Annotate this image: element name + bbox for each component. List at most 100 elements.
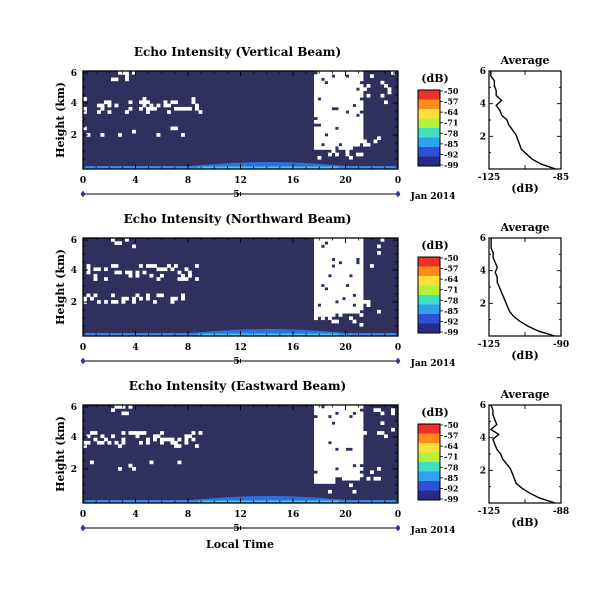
- profile-x-label: (dB): [511, 349, 538, 362]
- surface-echo-core: [90, 166, 94, 169]
- missing-cell: [331, 126, 336, 131]
- missing-cell: [118, 133, 122, 137]
- missing-cell: [349, 136, 353, 140]
- missing-cell: [349, 103, 353, 108]
- missing-cell: [139, 431, 143, 435]
- surface-echo-core: [205, 333, 210, 336]
- missing-cell: [321, 100, 325, 105]
- surface-echo-core: [394, 500, 399, 503]
- surface-echo-core: [156, 333, 161, 336]
- missing-cell: [317, 300, 322, 304]
- surface-echo-core: [135, 333, 140, 336]
- missing-cell: [324, 463, 329, 468]
- missing-cell: [363, 431, 367, 435]
- missing-cell: [317, 116, 322, 121]
- surface-echo-core: [282, 333, 287, 336]
- missing-cell: [335, 454, 339, 458]
- missing-cell: [317, 470, 322, 474]
- missing-cell: [338, 77, 343, 82]
- surface-echo-core: [156, 166, 161, 169]
- missing-cell: [324, 93, 329, 98]
- missing-cell: [352, 319, 357, 324]
- missing-cell: [328, 424, 332, 429]
- missing-cell: [83, 106, 87, 111]
- missing-cell: [352, 241, 357, 245]
- missing-cell: [181, 277, 185, 281]
- surface-echo: [307, 497, 311, 503]
- missing-cell: [321, 264, 325, 268]
- missing-cell: [324, 116, 329, 121]
- height-tick-label: 2: [71, 131, 77, 141]
- surface-echo-core: [251, 333, 255, 336]
- missing-cell: [125, 238, 129, 242]
- missing-cell: [359, 267, 364, 272]
- missing-cell: [317, 129, 322, 134]
- surface-echo-core: [216, 333, 220, 336]
- missing-cell: [135, 293, 140, 298]
- missing-cell: [314, 97, 318, 101]
- missing-cell: [345, 437, 350, 442]
- time-tick-label: 12: [234, 510, 247, 520]
- missing-cell: [317, 90, 322, 95]
- missing-cell: [314, 251, 318, 255]
- missing-cell: [328, 267, 332, 272]
- missing-cell: [342, 84, 346, 88]
- missing-cell: [352, 251, 357, 255]
- missing-cell: [349, 133, 353, 137]
- missing-cell: [321, 303, 325, 307]
- missing-cell: [345, 136, 350, 140]
- surface-echo-core: [282, 500, 287, 503]
- surface-echo: [289, 329, 294, 336]
- missing-cell: [342, 444, 346, 448]
- missing-cell: [135, 270, 140, 275]
- missing-cell: [356, 437, 360, 442]
- missing-cell: [331, 283, 336, 288]
- missing-cell: [317, 313, 322, 317]
- surface-echo-core: [142, 166, 147, 169]
- missing-cell: [331, 290, 336, 294]
- surface-echo: [310, 163, 315, 169]
- surface-echo: [216, 163, 220, 169]
- missing-cell: [338, 103, 343, 108]
- missing-cell: [317, 103, 322, 108]
- missing-cell: [328, 257, 332, 262]
- panel-2: Echo Intensity (Eastward Beam)642Height …: [54, 379, 569, 536]
- surface-echo-core: [282, 166, 287, 169]
- surface-echo-core: [163, 166, 168, 169]
- missing-cell: [335, 306, 339, 311]
- surface-echo-core: [114, 333, 119, 336]
- missing-cell: [335, 238, 339, 242]
- missing-cell: [317, 431, 322, 435]
- missing-cell: [331, 280, 336, 285]
- surface-echo: [300, 496, 304, 503]
- surface-echo-core: [258, 500, 262, 503]
- missing-cell: [163, 100, 168, 105]
- missing-cell: [314, 120, 318, 124]
- missing-cell: [342, 293, 346, 298]
- missing-cell: [352, 280, 357, 285]
- missing-cell: [342, 106, 346, 111]
- surface-echo-core: [345, 333, 350, 336]
- colorbar-segment: [418, 295, 440, 305]
- missing-cell: [335, 424, 339, 429]
- colorbar-segment: [418, 304, 440, 315]
- missing-cell: [345, 421, 350, 425]
- surface-echo-core: [100, 500, 105, 503]
- missing-cell: [321, 84, 325, 88]
- missing-cell: [188, 273, 192, 278]
- missing-cell: [328, 300, 332, 304]
- surface-echo-core: [174, 500, 178, 503]
- missing-cell: [335, 457, 339, 461]
- missing-cell: [163, 267, 168, 272]
- surface-echo-core: [205, 166, 210, 169]
- missing-cell: [335, 87, 339, 91]
- missing-cell: [338, 463, 343, 468]
- missing-cell: [100, 106, 105, 111]
- surface-echo-core: [324, 333, 329, 336]
- missing-cell: [335, 277, 339, 281]
- missing-cell: [331, 136, 336, 140]
- surface-echo-core: [244, 500, 248, 503]
- missing-cell: [324, 139, 329, 144]
- missing-cell: [359, 440, 364, 445]
- missing-cell: [342, 290, 346, 294]
